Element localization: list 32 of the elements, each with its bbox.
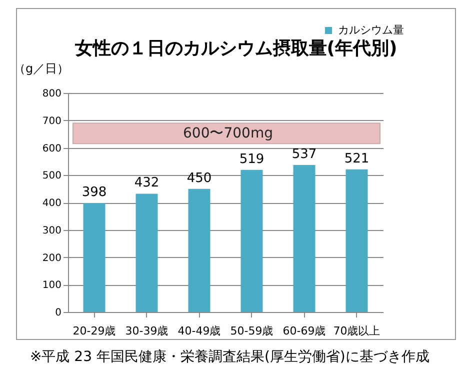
text: ※平成 23 年国民健康・栄養調査結果(厚生労働省)に基づき作成	[30, 348, 430, 366]
data-label: 450	[186, 170, 212, 186]
y-tick-label: 300	[42, 225, 62, 236]
bar	[240, 170, 263, 312]
y-tick-label: 200	[42, 252, 62, 264]
y-tick-label: 100	[42, 280, 62, 292]
x-tick-label: 40-49歳	[178, 324, 221, 338]
x-tick-label: 60-69歳	[282, 324, 326, 338]
data-label: 432	[134, 176, 160, 191]
bar	[293, 164, 316, 312]
x-tick-label: 70歳以上	[333, 324, 380, 338]
chart-title: 女性の１日のカルシウム摂取量(年代別)	[74, 37, 398, 60]
bar	[136, 194, 158, 312]
y-tick-label: 0	[55, 308, 62, 318]
band-label: 600〜700mg	[183, 125, 273, 142]
y-tick-label: 500	[42, 170, 62, 182]
data-label: 398	[82, 185, 107, 200]
legend-label: カルシウム量	[338, 24, 404, 36]
y-axis-title: （g／日）	[14, 62, 70, 76]
x-tick-label: 20-29歳	[72, 324, 116, 338]
x-tick-label: 30-39歳	[125, 324, 168, 338]
bar	[83, 203, 106, 312]
y-tick-label: 800	[42, 88, 62, 100]
data-label: 519	[239, 152, 264, 167]
data-label: 521	[344, 151, 370, 166]
bar	[346, 169, 368, 312]
x-tick-label: 50-59歳	[230, 324, 274, 338]
bar	[188, 188, 210, 312]
y-tick-label: 700	[42, 116, 62, 127]
data-label: 537	[292, 146, 317, 162]
y-tick-label: 600	[42, 143, 62, 154]
y-tick-label: 400	[42, 198, 62, 209]
